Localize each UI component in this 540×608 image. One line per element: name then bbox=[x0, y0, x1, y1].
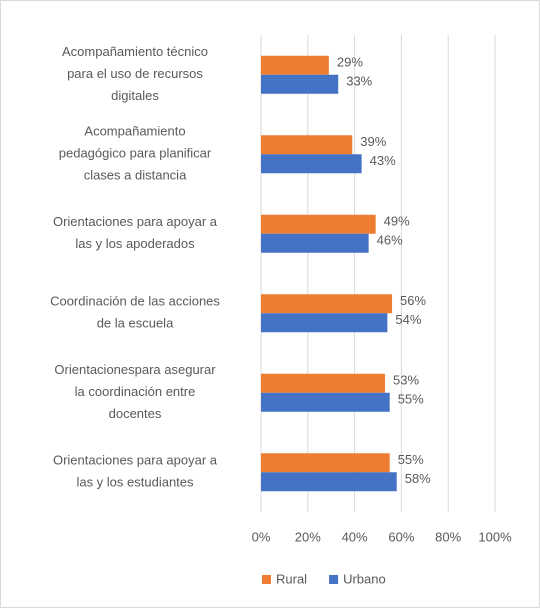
x-tick-label: 60% bbox=[388, 529, 414, 544]
x-tick-label: 0% bbox=[252, 529, 271, 544]
label-line: para el uso de recursos bbox=[67, 66, 203, 81]
legend-label: Rural bbox=[276, 571, 307, 586]
x-tick-label: 80% bbox=[435, 529, 461, 544]
bar bbox=[261, 313, 388, 333]
value-label: 46% bbox=[377, 233, 403, 248]
value-label: 43% bbox=[370, 153, 396, 168]
label-line: digitales bbox=[111, 88, 159, 103]
value-label: 39% bbox=[360, 134, 386, 149]
label-line: Orientaciones para apoyar a bbox=[53, 453, 218, 468]
bar bbox=[261, 74, 339, 94]
legend-swatch bbox=[262, 575, 271, 584]
label-line: clases a distancia bbox=[84, 168, 187, 183]
label-line: de la escuela bbox=[97, 316, 174, 331]
bar bbox=[261, 392, 390, 412]
y-tick-label: Orientaciones para apoyar a las y los apo… bbox=[53, 214, 218, 251]
value-label: 49% bbox=[384, 214, 410, 229]
label-line: las y los apoderados bbox=[75, 236, 195, 251]
label-line: Acompañamiento bbox=[84, 124, 185, 139]
bar bbox=[261, 294, 393, 314]
bar bbox=[261, 214, 376, 234]
y-tick-label: Acompañamiento pedagógico para planificar… bbox=[59, 124, 212, 183]
bar bbox=[261, 373, 386, 393]
legend-label: Urbano bbox=[343, 571, 386, 586]
label-line: pedagógico para planificar bbox=[59, 146, 212, 161]
value-label: 58% bbox=[405, 471, 431, 486]
bar bbox=[261, 233, 369, 253]
value-label: 55% bbox=[398, 392, 424, 407]
value-label: 53% bbox=[393, 373, 419, 388]
legend-swatch bbox=[329, 575, 339, 584]
label-line: Coordinación de las acciones bbox=[50, 294, 220, 309]
label-line: Orientacionespara asegurar bbox=[54, 362, 216, 377]
y-tick-label: Orientaciones para apoyar a las y los est… bbox=[53, 453, 218, 490]
value-label: 54% bbox=[395, 312, 421, 327]
value-label: 55% bbox=[398, 452, 424, 467]
value-label: 29% bbox=[337, 55, 363, 70]
y-tick-label: Acompañamiento técnico para el uso de rec… bbox=[62, 44, 208, 103]
bar bbox=[261, 154, 362, 174]
label-line: docentes bbox=[109, 406, 162, 421]
bar bbox=[261, 472, 397, 492]
bar bbox=[261, 55, 329, 75]
value-label: 33% bbox=[346, 74, 372, 89]
x-tick-label: 20% bbox=[295, 529, 321, 544]
label-line: la coordinación entre bbox=[75, 384, 196, 399]
y-tick-label: Coordinación de las acciones de la escuel… bbox=[50, 294, 220, 331]
bar bbox=[261, 453, 390, 473]
label-line: las y los estudiantes bbox=[76, 475, 194, 490]
label-line: Orientaciones para apoyar a bbox=[53, 214, 218, 229]
value-label: 56% bbox=[400, 293, 426, 308]
y-tick-label: Orientacionespara asegurar la coordinació… bbox=[54, 362, 216, 421]
x-tick-label: 100% bbox=[478, 529, 512, 544]
bar bbox=[261, 135, 353, 155]
x-tick-label: 40% bbox=[342, 529, 368, 544]
label-line: Acompañamiento técnico bbox=[62, 44, 208, 59]
